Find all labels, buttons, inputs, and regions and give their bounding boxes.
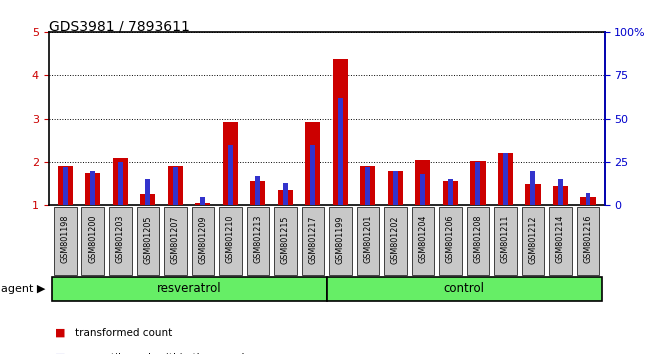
Text: GSM801215: GSM801215 [281,215,290,264]
Text: agent ▶: agent ▶ [1,284,45,295]
Bar [421,174,425,205]
FancyBboxPatch shape [274,207,296,275]
Bar [503,153,508,205]
FancyBboxPatch shape [136,207,159,275]
Bar [311,144,315,205]
FancyBboxPatch shape [51,278,326,301]
Bar [118,162,123,205]
FancyBboxPatch shape [246,207,269,275]
FancyBboxPatch shape [192,207,214,275]
Bar [553,186,568,205]
Text: GSM801201: GSM801201 [363,215,372,263]
Text: GSM801206: GSM801206 [446,215,455,263]
FancyBboxPatch shape [411,207,434,275]
Text: ■: ■ [55,328,66,338]
Text: GSM801213: GSM801213 [254,215,263,263]
Text: GSM801208: GSM801208 [473,215,482,263]
FancyBboxPatch shape [357,207,379,275]
Bar [255,176,260,205]
Bar [471,161,486,205]
Bar [112,158,128,205]
Bar [85,173,100,205]
Text: GSM801212: GSM801212 [528,215,538,264]
Text: GSM801198: GSM801198 [60,215,70,263]
Text: GSM801216: GSM801216 [584,215,593,263]
Bar [388,171,403,205]
Bar [443,182,458,205]
Bar [530,171,536,205]
Text: GSM801199: GSM801199 [336,215,345,264]
Bar [393,171,398,205]
Bar [525,184,541,205]
FancyBboxPatch shape [549,207,572,275]
Bar [580,197,595,205]
Bar [283,183,288,205]
Bar [200,197,205,205]
Text: GSM801203: GSM801203 [116,215,125,263]
FancyBboxPatch shape [219,207,242,275]
Text: GSM801217: GSM801217 [308,215,317,264]
Text: percentile rank within the sample: percentile rank within the sample [75,353,251,354]
Text: GSM801200: GSM801200 [88,215,98,263]
Text: GSM801207: GSM801207 [171,215,180,264]
Bar [415,160,430,205]
Bar [360,166,376,205]
FancyBboxPatch shape [54,207,77,275]
FancyBboxPatch shape [439,207,462,275]
Bar [146,179,150,205]
Text: GSM801214: GSM801214 [556,215,565,263]
Bar [448,179,453,205]
Bar [228,144,233,205]
Bar [58,166,73,205]
Bar [365,167,370,205]
Bar [586,193,590,205]
Text: GSM801205: GSM801205 [143,215,152,264]
Bar [250,182,265,205]
FancyBboxPatch shape [467,207,489,275]
FancyBboxPatch shape [326,278,602,301]
Text: resveratrol: resveratrol [157,282,222,295]
FancyBboxPatch shape [302,207,324,275]
Bar [63,167,68,205]
Text: GSM801210: GSM801210 [226,215,235,263]
FancyBboxPatch shape [164,207,187,275]
Bar [90,171,96,205]
Bar [498,153,513,205]
Bar [338,98,343,205]
FancyBboxPatch shape [384,207,407,275]
Text: GDS3981 / 7893611: GDS3981 / 7893611 [49,19,190,34]
Bar [168,166,183,205]
FancyBboxPatch shape [109,207,131,275]
Bar [195,203,211,205]
FancyBboxPatch shape [522,207,544,275]
Text: control: control [444,282,485,295]
FancyBboxPatch shape [577,207,599,275]
Bar [173,167,178,205]
Bar [475,162,480,205]
FancyBboxPatch shape [81,207,104,275]
Bar [278,190,293,205]
Text: GSM801202: GSM801202 [391,215,400,264]
Text: GSM801209: GSM801209 [198,215,207,264]
Bar [223,122,238,205]
Bar [558,179,563,205]
Text: GSM801211: GSM801211 [501,215,510,263]
Text: ■: ■ [55,353,66,354]
Bar [306,122,320,205]
Text: transformed count: transformed count [75,328,172,338]
Bar [140,194,155,205]
FancyBboxPatch shape [494,207,517,275]
Bar [333,59,348,205]
Text: GSM801204: GSM801204 [419,215,428,263]
FancyBboxPatch shape [329,207,352,275]
